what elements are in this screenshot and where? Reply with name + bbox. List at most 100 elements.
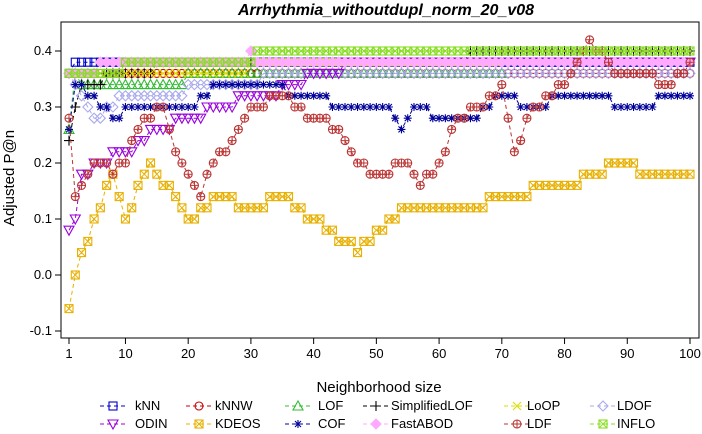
data-point-cof: [504, 91, 513, 100]
data-point-ldf: [534, 102, 545, 112]
data-point-kdeos: [315, 214, 325, 224]
data-point-kdeos: [89, 214, 99, 224]
y-tick-label: 0.3: [34, 99, 52, 114]
series-inflo: [64, 46, 695, 78]
data-point-ldf: [108, 169, 118, 179]
data-point-ldf: [177, 158, 187, 168]
data-point-cof: [560, 91, 569, 100]
data-point-odin: [106, 147, 119, 158]
x-tick-label: 40: [306, 346, 320, 361]
data-point-inflo: [246, 57, 256, 67]
data-point-ldf: [647, 68, 657, 78]
data-point-odin: [238, 91, 251, 102]
data-point-ldf: [685, 57, 695, 67]
data-point-lof: [113, 78, 126, 90]
series-ldf: [64, 35, 695, 202]
data-point-knnw: [171, 68, 181, 78]
data-point-kdeos: [296, 203, 306, 213]
data-point-cof: [215, 80, 224, 89]
data-point-ldf: [359, 158, 369, 168]
data-point-odin: [307, 68, 320, 80]
data-point-ldf: [227, 136, 237, 146]
data-point-lof: [132, 78, 144, 90]
data-point-cof: [617, 103, 625, 111]
series-lof: [63, 67, 508, 134]
data-point-loop: [152, 69, 162, 78]
data-point-cof: [265, 80, 274, 89]
data-point-cof: [679, 91, 688, 100]
series-cof: [65, 80, 694, 134]
data-point-cof: [184, 103, 193, 111]
data-point-kdeos: [102, 180, 112, 190]
data-point-loop: [164, 69, 174, 78]
data-point-cof: [290, 91, 299, 100]
data-point-lof: [144, 78, 157, 90]
data-point-odin: [169, 113, 182, 125]
data-point-cof: [278, 80, 287, 89]
data-point-ldf: [440, 147, 450, 157]
data-point-ldf: [240, 113, 250, 123]
data-point-cof: [579, 91, 588, 100]
data-point-ldf: [572, 57, 582, 67]
legend-label-simplifiedlof: SimplifiedLOF: [391, 398, 473, 413]
y-axis: -0.1 0.0 0.1 0.2 0.3 0.4: [30, 43, 61, 338]
data-point-cof: [604, 91, 613, 100]
legend-item-knnw: kNNW: [186, 398, 253, 413]
data-point-kdeos: [522, 192, 532, 202]
x-tick-label: 100: [679, 346, 701, 361]
data-point-kdeos: [227, 192, 237, 202]
data-point-cof: [516, 103, 525, 111]
data-point-lof: [226, 67, 239, 78]
data-point-ldf: [208, 158, 218, 168]
data-point-cof: [272, 80, 280, 89]
data-point-kdeos: [365, 236, 375, 246]
data-point-loop: [177, 69, 187, 78]
data-point-cof: [654, 91, 663, 100]
data-point-ldf: [415, 180, 425, 190]
legend-marker-knn: [108, 401, 118, 411]
data-point-cof: [441, 114, 450, 123]
series-line-kdeos: [68, 161, 690, 309]
data-point-ldf: [547, 91, 557, 101]
series-odin: [63, 57, 696, 237]
data-point-ldf: [164, 124, 174, 134]
data-point-loop: [127, 69, 137, 78]
data-point-kdeos: [258, 203, 269, 213]
data-point-ldf: [459, 113, 469, 123]
data-point-ldf: [490, 91, 501, 101]
data-point-ldf: [76, 180, 87, 190]
data-point-ldf: [478, 102, 488, 112]
legend-label-knn: kNN: [135, 398, 160, 413]
data-point-cof: [190, 103, 199, 111]
data-point-lof: [244, 67, 257, 78]
legend-marker-simplifiedlof: [371, 401, 381, 411]
data-point-cof: [209, 80, 218, 89]
data-point-loop: [183, 69, 193, 78]
data-point-loop: [133, 69, 143, 78]
legend-label-ldf: LDF: [527, 416, 552, 431]
data-point-ldof: [107, 101, 119, 113]
y-tick-label: 0.2: [34, 155, 52, 170]
data-point-ldof: [75, 90, 88, 102]
data-point-odin: [301, 68, 314, 80]
data-point-kdeos: [283, 192, 294, 202]
data-point-cof: [485, 103, 494, 111]
data-point-ldf: [566, 68, 576, 78]
legend-marker-ldof: [597, 400, 609, 412]
data-point-ldf: [503, 113, 513, 123]
data-point-odin: [144, 124, 157, 136]
data-point-cof: [366, 103, 375, 111]
data-point-odin: [219, 102, 232, 114]
data-point-kdeos: [597, 169, 607, 179]
data-point-cof: [629, 103, 638, 111]
data-point-cof: [541, 103, 550, 111]
data-point-loop: [233, 69, 243, 78]
legend-item-loop: LoOP: [504, 398, 560, 413]
data-point-cof: [378, 103, 387, 111]
data-point-ldf: [258, 102, 269, 112]
data-point-kdeos: [127, 203, 137, 213]
data-point-odin: [63, 225, 75, 237]
x-tick-label: 60: [432, 346, 446, 361]
data-point-ldf: [497, 80, 507, 90]
data-point-cof: [416, 103, 425, 111]
